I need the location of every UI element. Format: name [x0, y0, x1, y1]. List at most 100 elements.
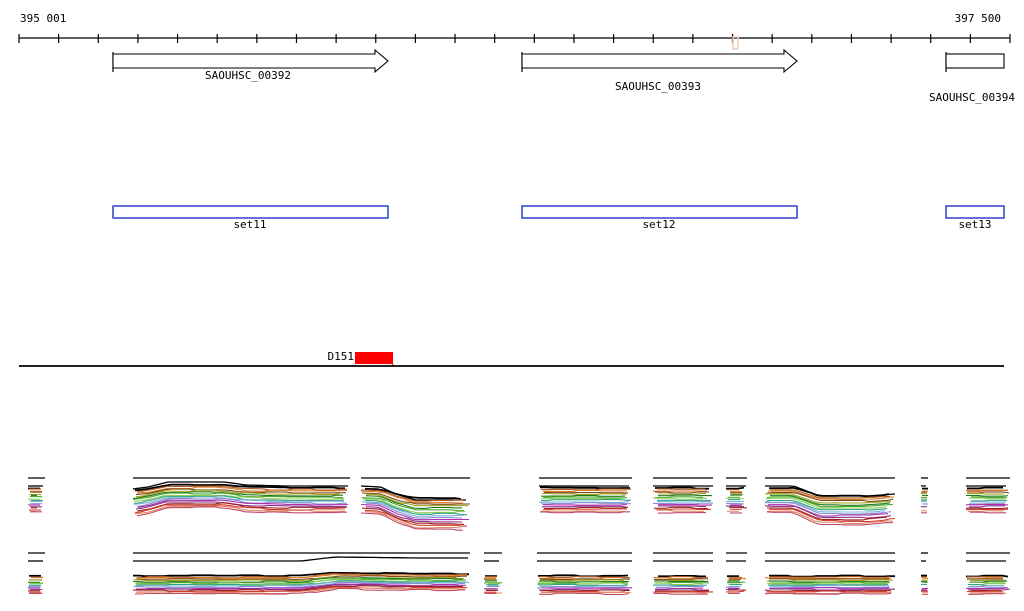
gene-arrow-SAOUHSC_00392[interactable]: [112, 48, 389, 74]
expression-line: [969, 505, 1005, 508]
expression-line: [133, 577, 463, 583]
expression-line: [764, 493, 892, 504]
track-band-1[interactable]: [28, 477, 1010, 531]
expression-line: [135, 488, 346, 496]
probe-set-box-set13[interactable]: [945, 205, 1005, 219]
expression-line: [766, 492, 894, 503]
track-segment[interactable]: [966, 552, 1011, 595]
expression-line: [968, 593, 1004, 595]
expression-line: [137, 499, 348, 508]
expression-line: [135, 501, 346, 510]
track-segment[interactable]: [653, 552, 713, 595]
track-segment[interactable]: [537, 552, 632, 596]
expression-line: [135, 581, 465, 589]
expression-line: [769, 486, 890, 498]
expression-line: [656, 509, 704, 512]
expression-line: [136, 497, 347, 507]
expression-line: [655, 588, 709, 591]
expression-line: [966, 587, 1009, 590]
expression-line: [770, 489, 890, 499]
track-segment[interactable]: [764, 477, 896, 526]
track-segment[interactable]: [653, 477, 713, 514]
expression-line: [969, 581, 1005, 584]
probe-set-box-set12[interactable]: [521, 205, 798, 219]
expression-line: [971, 496, 1007, 499]
expression-line: [539, 592, 630, 596]
track-segment[interactable]: [726, 552, 747, 594]
expression-line: [133, 495, 344, 505]
expression-line: [769, 578, 889, 580]
gene-label: SAOUHSC_00394: [928, 91, 1016, 104]
expression-line: [766, 510, 894, 524]
expression-line: [657, 500, 711, 503]
probe-set-box-set11[interactable]: [112, 205, 389, 219]
gene-arrow-SAOUHSC_00393[interactable]: [521, 48, 798, 74]
expression-line: [968, 492, 1004, 495]
track-segment[interactable]: [764, 552, 895, 595]
expression-line: [726, 505, 745, 508]
expression-line: [136, 502, 347, 512]
expression-line: [361, 507, 464, 525]
genome-ruler[interactable]: [18, 34, 1011, 50]
expression-line: [542, 492, 627, 496]
gene-label: SAOUHSC_00393: [614, 80, 702, 93]
expression-line: [658, 494, 712, 497]
expression-line: [541, 502, 631, 505]
expression-line: [967, 489, 1003, 493]
expression-line: [135, 587, 465, 595]
expression-line: [766, 496, 894, 508]
expression-line: [658, 505, 706, 508]
expression-line: [655, 491, 709, 494]
track-segment[interactable]: [28, 477, 45, 513]
ruler-start-coordinate: 395 001: [20, 12, 67, 25]
expression-line: [362, 498, 465, 514]
expression-line: [542, 505, 627, 508]
expression-line: [764, 505, 892, 519]
marker-box-D151[interactable]: [355, 352, 393, 364]
gene-arrow-SAOUHSC_00394[interactable]: [945, 52, 1005, 72]
track-segment[interactable]: [132, 477, 350, 517]
track-segment[interactable]: [966, 477, 1010, 514]
expression-line: [969, 497, 1005, 500]
expression-line: [658, 591, 706, 594]
expression-line: [654, 592, 708, 595]
expression-line: [769, 574, 895, 578]
expression-line: [654, 578, 708, 581]
expression-line: [768, 504, 889, 517]
expression-line: [136, 486, 347, 494]
expression-line: [133, 496, 344, 506]
expression-line: [970, 511, 1006, 514]
probe-set-label: set12: [642, 218, 676, 231]
expression-line: [544, 491, 629, 494]
probe-set-label: set11: [233, 218, 267, 231]
expression-line: [769, 508, 896, 523]
expression-line: [726, 497, 745, 500]
expression-line: [541, 488, 631, 491]
expression-line: [767, 507, 888, 521]
expression-line: [543, 489, 628, 492]
track-segment[interactable]: [921, 552, 928, 595]
expression-line: [538, 581, 629, 584]
track-segment[interactable]: [133, 552, 470, 595]
track-segment[interactable]: [726, 477, 748, 514]
expression-line: [727, 581, 746, 584]
expression-line: [540, 486, 630, 490]
expression-line: [770, 581, 891, 584]
track-band-2[interactable]: [28, 552, 1011, 596]
track-segment[interactable]: [484, 552, 502, 594]
expression-line: [541, 497, 626, 500]
expression-line: [768, 490, 895, 500]
expression-line: [653, 497, 707, 500]
expression-line: [654, 506, 708, 510]
track-segment[interactable]: [921, 477, 928, 514]
expression-line: [766, 591, 893, 595]
track-segment[interactable]: [360, 477, 470, 531]
expression-line: [364, 499, 467, 516]
expression-line: [540, 511, 630, 514]
expression-line: [134, 504, 345, 514]
expression-line: [656, 585, 704, 588]
expression-line: [132, 492, 343, 500]
track-segment[interactable]: [28, 552, 45, 595]
track-segment[interactable]: [539, 477, 632, 514]
